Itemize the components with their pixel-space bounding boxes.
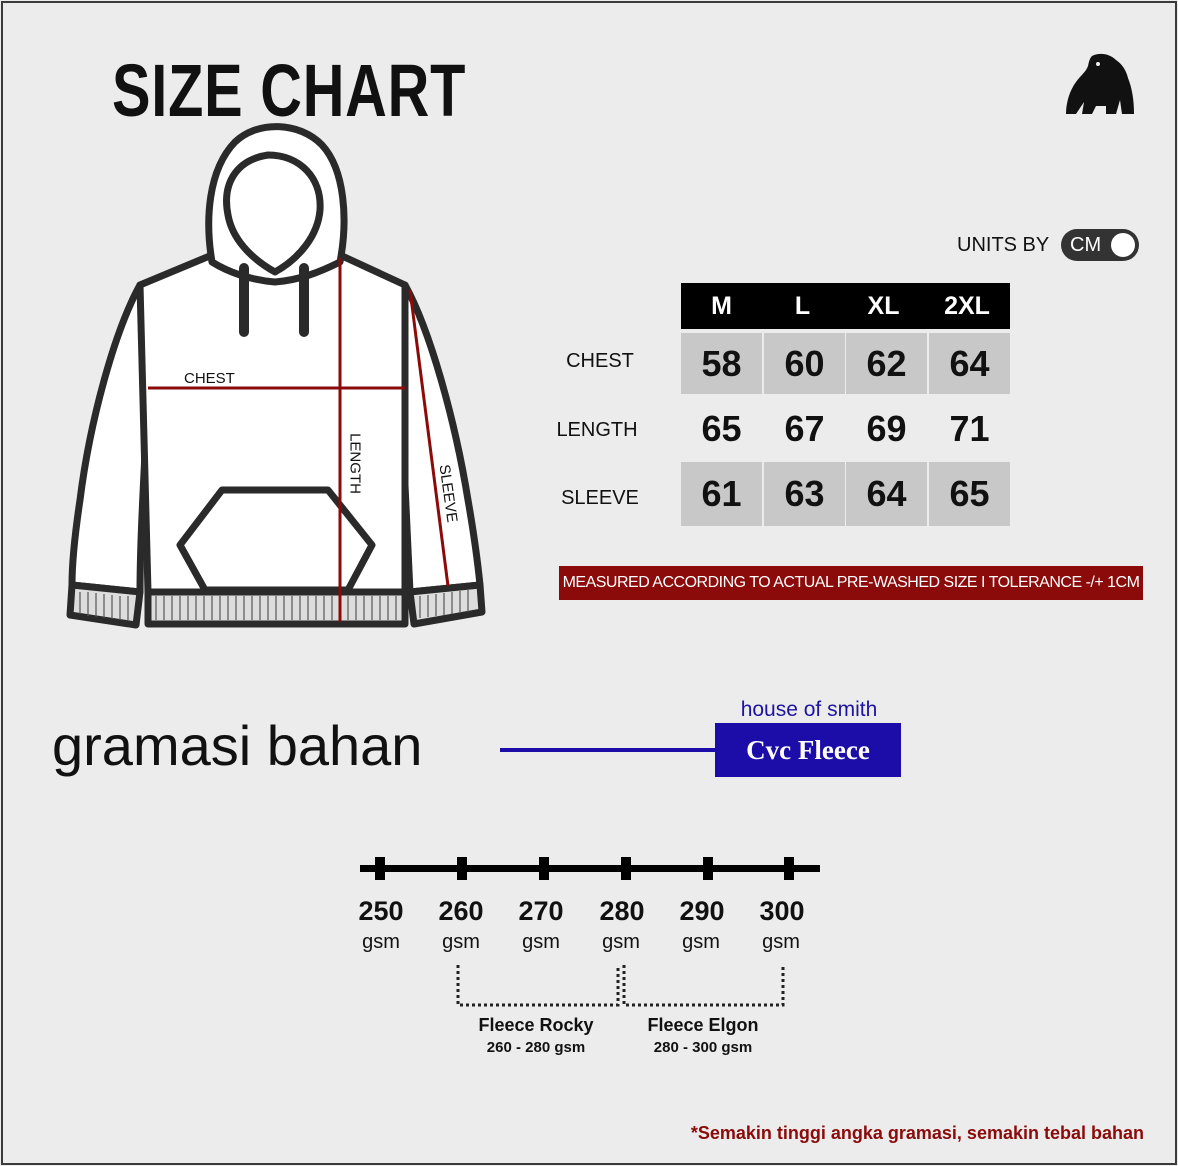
tick-unit: gsm: [602, 931, 640, 953]
row-label-length: LENGTH: [556, 419, 638, 441]
table-cell: 64: [929, 333, 1010, 394]
chest-label: CHEST: [184, 370, 235, 387]
table-cell: 71: [949, 408, 990, 449]
table-cell: 65: [929, 462, 1010, 526]
tick-unit: gsm: [762, 931, 800, 953]
table-cell: 67: [784, 408, 825, 449]
tick-value: 260: [438, 896, 484, 926]
table-cell: 64: [846, 462, 927, 526]
scale-bar: [360, 865, 820, 872]
scale-tick: [375, 857, 385, 880]
tick-value: 290: [679, 896, 725, 926]
scale-tick: [784, 857, 794, 880]
tick-unit: gsm: [682, 931, 720, 953]
tick-value: 270: [518, 896, 564, 926]
hood-inner: [223, 151, 324, 276]
length-label: LENGTH: [346, 433, 364, 494]
size-header: M: [711, 291, 732, 320]
tick-unit: gsm: [362, 931, 400, 953]
tick-unit: gsm: [522, 931, 560, 953]
gorilla-logo: [1066, 53, 1134, 114]
table-cell: 58: [681, 333, 762, 394]
right-cuff: [406, 581, 486, 628]
scale-tick: [457, 857, 467, 880]
table-cell: 61: [681, 462, 762, 526]
row-label-chest: CHEST: [566, 350, 634, 372]
size-header-row: M L XL 2XL: [681, 283, 1010, 329]
range-bracket-elgon: [622, 965, 785, 1007]
toggle-knob: [1111, 233, 1135, 257]
pocket: [176, 486, 376, 594]
table-cell: 62: [846, 333, 927, 394]
range-bracket-rocky: [456, 965, 620, 1007]
row-label-sleeve: SLEEVE: [561, 487, 639, 509]
gramasi-label: gramasi bahan: [52, 714, 423, 777]
scale-tick: [539, 857, 549, 880]
scale-tick: [621, 857, 631, 880]
range-name: Fleece Elgon: [647, 1015, 759, 1035]
footer-note: *Semakin tinggi angka gramasi, semakin t…: [690, 1123, 1144, 1143]
scale-tick: [703, 857, 713, 880]
tick-unit: gsm: [442, 931, 480, 953]
brand-label: house of smith: [740, 698, 878, 721]
units-toggle[interactable]: CM: [1061, 229, 1139, 261]
table-cell: 69: [866, 408, 907, 449]
range-value: 280 - 300 gsm: [653, 1039, 753, 1056]
hoodie-diagram: [66, 123, 486, 629]
tick-value: 250: [358, 896, 404, 926]
size-header: 2XL: [944, 291, 990, 320]
table-cell: 60: [764, 333, 845, 394]
tick-value: 300: [759, 896, 805, 926]
sleeve-measure-line: [408, 289, 450, 587]
tolerance-banner: MEASURED ACCORDING TO ACTUAL PRE-WASHED …: [559, 566, 1143, 600]
range-value: 260 - 280 gsm: [486, 1039, 586, 1056]
tick-value: 280: [599, 896, 645, 926]
range-name: Fleece Rocky: [478, 1015, 594, 1035]
table-cell: 63: [764, 462, 845, 526]
units-label: UNITS BY: [957, 234, 1050, 256]
units-value: CM: [1070, 234, 1102, 256]
connector-line: [500, 748, 715, 752]
right-sleeve: [394, 281, 484, 596]
page-title: SIZE CHART: [112, 49, 467, 132]
size-header: XL: [867, 291, 900, 320]
table-cell: 65: [701, 408, 742, 449]
size-header: L: [794, 291, 811, 320]
fabric-badge: Cvc Fleece: [715, 723, 901, 777]
gsm-scale: [360, 857, 820, 1007]
